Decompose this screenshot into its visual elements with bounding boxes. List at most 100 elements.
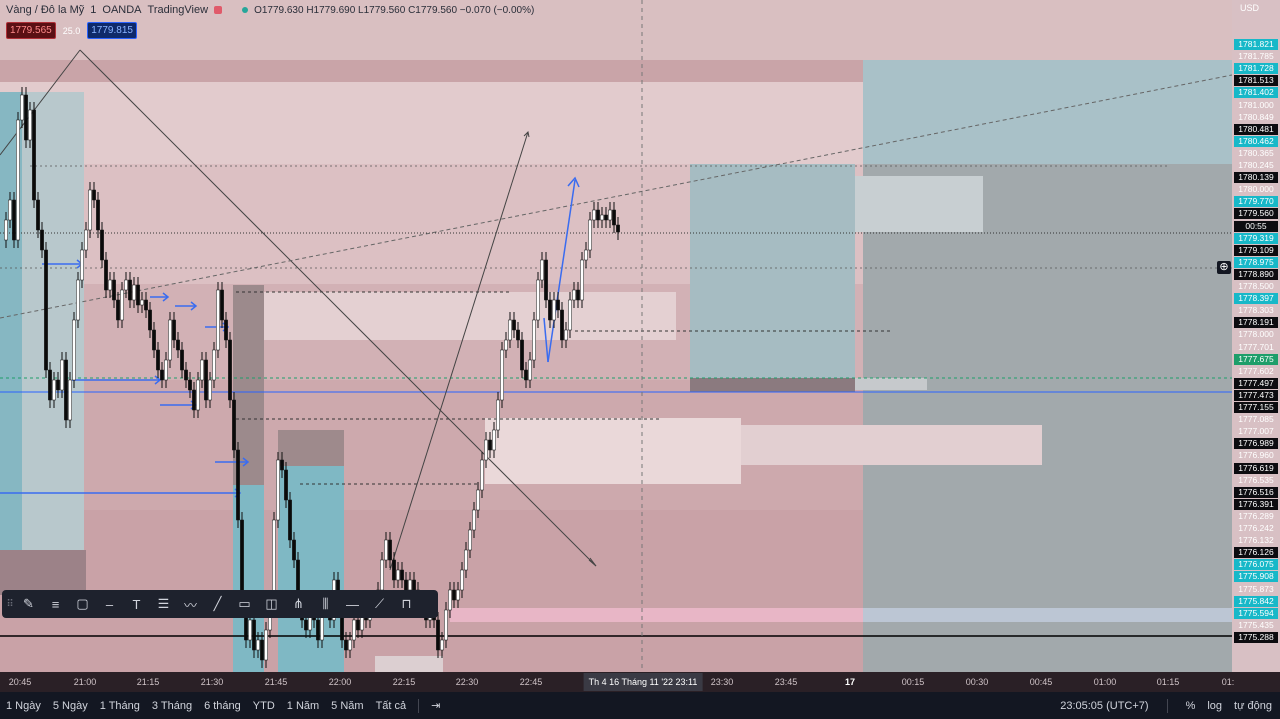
settings-paint-icon[interactable]: ⊓ — [401, 596, 412, 611]
rectangle-icon[interactable]: ▢ — [76, 596, 89, 611]
candle-body — [564, 329, 568, 341]
divider — [1166, 698, 1168, 713]
range-button[interactable]: Tất cả — [375, 699, 407, 712]
zone-box — [0, 550, 86, 595]
bars-pattern-icon[interactable]: ⫼ — [322, 596, 329, 611]
candle-body — [116, 299, 120, 321]
price-label: 1777.085 — [1238, 414, 1274, 425]
time-axis[interactable]: 20:45 21:00 21:15 21:30 21:45 22:00 22:15 22:30… — [0, 672, 1280, 692]
callout-icon[interactable]: ▭ — [238, 596, 251, 611]
range-button[interactable]: 3 Tháng — [151, 699, 193, 712]
time-tick-label: 21:45 — [264, 677, 288, 687]
clock-label[interactable]: 23:05:05 (UTC+7) — [1060, 699, 1149, 712]
platform-label: TradingView — [147, 4, 209, 16]
candle-body — [148, 309, 152, 331]
blue-arrow — [547, 179, 576, 363]
candle-body — [592, 209, 596, 221]
currency-label[interactable]: USD — [1240, 3, 1260, 13]
chart-canvas[interactable] — [0, 0, 1232, 672]
date-range-buttons: 1 Ngày 5 Ngày 1 Tháng 3 Tháng 6 tháng YTD 1 Nă… — [0, 700, 412, 712]
candle-body — [216, 289, 220, 351]
price-label: 1781.000 — [1238, 99, 1274, 110]
broker-label: OANDA — [102, 4, 142, 16]
candle-body — [176, 339, 180, 351]
candle-body — [600, 214, 604, 221]
candle-body — [56, 379, 60, 391]
candle-body — [608, 209, 612, 221]
candle-body — [32, 109, 36, 201]
candle-body — [448, 589, 452, 611]
auto-scale-button[interactable]: tự động — [1234, 699, 1272, 712]
price-label: 1781.513 — [1234, 75, 1278, 87]
price-label: 1779.109 — [1234, 244, 1278, 256]
candle-body — [508, 319, 512, 341]
brush-icon[interactable]: ✎ — [23, 596, 34, 611]
time-tick-label: 21:30 — [200, 677, 224, 687]
candle-body — [392, 559, 396, 581]
price-axis[interactable]: USD 1781.821 1781.785 1781.728 1781.513 1781… — [1232, 0, 1280, 672]
candle-body — [436, 619, 440, 651]
percent-scale-button[interactable]: % — [1185, 699, 1196, 712]
price-label: 1778.191 — [1234, 317, 1278, 329]
trend-line-icon[interactable]: ╱ — [213, 596, 222, 611]
candle-body — [280, 459, 284, 471]
goto-date-icon[interactable]: ⇥ — [431, 700, 441, 712]
extended-line-icon[interactable]: ⟋ — [374, 596, 385, 611]
candle-body — [208, 379, 212, 401]
candle-body — [520, 339, 524, 371]
price-label: 1775.873 — [1238, 583, 1274, 594]
range-button[interactable]: 5 Ngày — [52, 699, 88, 712]
blue-arrow-head — [154, 375, 162, 385]
range-button[interactable]: 6 tháng — [204, 699, 241, 712]
candle-body — [180, 349, 184, 371]
candle-body — [348, 639, 352, 651]
candle-body — [388, 539, 392, 561]
candle-body — [580, 259, 584, 301]
candle-body — [152, 329, 156, 351]
range-button[interactable]: 1 Tháng — [99, 699, 140, 712]
sell-button[interactable]: 1779.565 — [6, 22, 56, 39]
trade-buttons: 1779.565 25.0 1779.815 — [6, 22, 137, 39]
ray-icon[interactable]: — — [346, 596, 359, 612]
candle-body — [80, 249, 84, 281]
flag-icon[interactable] — [214, 6, 223, 14]
range-button[interactable]: 5 Năm — [331, 699, 364, 712]
candle-body — [468, 529, 472, 551]
fib-icon[interactable]: ≡ — [51, 596, 60, 612]
candle-body — [64, 359, 68, 421]
range-button[interactable]: 1 Ngày — [6, 699, 41, 712]
candle-body — [560, 309, 564, 341]
time-tick-label: 00:15 — [901, 677, 925, 687]
horizontal-line-icon[interactable]: – — [105, 596, 114, 612]
range-button[interactable]: 1 Năm — [286, 699, 320, 712]
candle-body — [576, 289, 580, 301]
price-label: 1775.288 — [1234, 631, 1278, 643]
candle-body — [256, 639, 260, 651]
add-alert-icon[interactable]: ⊕ — [1217, 261, 1231, 274]
price-chart[interactable]: Vàng / Đô la Mỹ 1 OANDA TradingView O177… — [0, 0, 1232, 672]
zone-band — [0, 82, 863, 164]
blue-arrow-head — [190, 301, 198, 311]
pitchfork-icon[interactable]: ⋔ — [293, 596, 304, 611]
buy-button[interactable]: 1779.815 — [87, 22, 137, 39]
symbol-name[interactable]: Vàng / Đô la Mỹ — [6, 4, 85, 16]
candle-body — [8, 199, 12, 221]
price-label: 1776.075 — [1234, 559, 1278, 571]
time-tick-label: 01: — [1221, 677, 1235, 687]
candle-body — [400, 569, 404, 581]
parallel-channel-icon[interactable]: ☰ — [157, 596, 170, 611]
candle-body — [284, 469, 288, 501]
candle-body — [604, 214, 608, 221]
text-icon[interactable]: T — [132, 596, 141, 612]
log-scale-button[interactable]: log — [1207, 699, 1223, 712]
candle-body — [160, 369, 164, 381]
interval-label[interactable]: 1 — [90, 4, 97, 16]
range-button[interactable]: YTD — [252, 699, 275, 712]
path-icon[interactable]: 〰 — [183, 597, 197, 613]
time-tick-label: 22:15 — [392, 677, 416, 687]
comment-icon[interactable]: ◫ — [265, 596, 278, 611]
time-tick-label: 20:45 — [8, 677, 32, 687]
candle-body — [240, 519, 244, 601]
candle-body — [36, 199, 40, 231]
drag-handle-icon[interactable]: ⠿ — [6, 598, 14, 610]
